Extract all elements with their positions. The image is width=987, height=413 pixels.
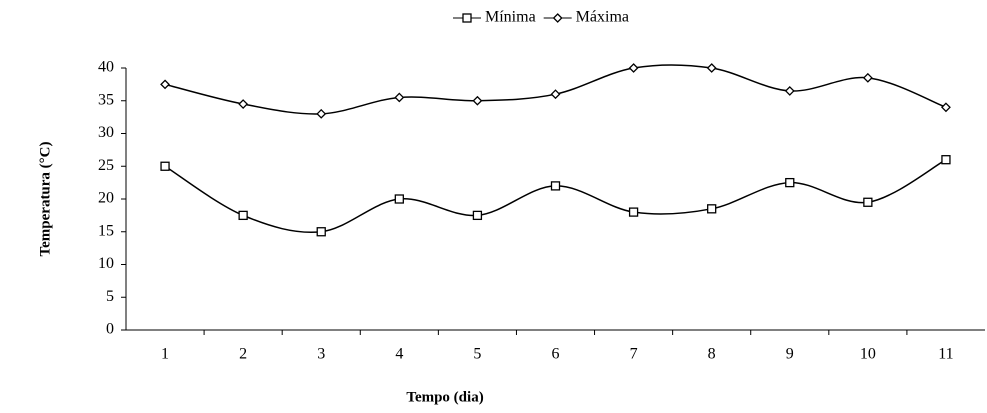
- point: [784, 86, 795, 96]
- point: [863, 197, 873, 207]
- point: [316, 108, 327, 119]
- point: [706, 63, 717, 73]
- point: [394, 92, 405, 103]
- x-tick-label: 9: [786, 346, 794, 363]
- series-line: [164, 64, 947, 115]
- y-tick-label: 15: [98, 222, 114, 239]
- y-tick-label: 5: [106, 288, 114, 305]
- point: [238, 210, 248, 221]
- point: [628, 63, 639, 73]
- point: [707, 204, 717, 214]
- y-tick-label: 25: [98, 157, 114, 174]
- x-tick-label: 4: [395, 346, 403, 363]
- x-tick-label: 3: [317, 346, 325, 363]
- series-line: [164, 159, 947, 233]
- point: [238, 99, 249, 109]
- point: [472, 95, 483, 106]
- y-tick-label: 10: [98, 255, 114, 272]
- y-tick-label: 20: [98, 190, 114, 207]
- legend-marker: [462, 13, 472, 23]
- x-tick-label: 11: [938, 346, 953, 363]
- legend-label: Mínima: [485, 9, 536, 26]
- point: [941, 155, 951, 165]
- point: [941, 102, 951, 113]
- point: [394, 194, 404, 204]
- x-tick-label: 5: [473, 346, 481, 363]
- x-tick-label: 10: [860, 346, 876, 363]
- y-tick-label: 35: [98, 91, 114, 108]
- y-tick-label: 0: [106, 321, 114, 338]
- point: [550, 181, 561, 191]
- legend-label: Máxima: [576, 9, 629, 26]
- y-tick-label: 40: [98, 59, 114, 76]
- x-tick-label: 6: [552, 346, 560, 363]
- y-axis-title: Temperatura (°C): [37, 141, 53, 256]
- point: [628, 207, 639, 217]
- x-tick-label: 7: [630, 346, 638, 363]
- x-tick-label: 2: [239, 346, 247, 363]
- x-tick-label: 1: [161, 346, 169, 363]
- y-tick-label: 30: [98, 124, 114, 141]
- point: [472, 210, 483, 221]
- legend-marker: [552, 13, 563, 23]
- point: [160, 79, 170, 90]
- point: [862, 72, 873, 83]
- point: [550, 89, 561, 100]
- x-axis-title: Tempo (dia): [406, 389, 483, 405]
- point: [785, 177, 795, 188]
- point: [160, 161, 170, 171]
- x-tick-label: 8: [708, 346, 716, 363]
- point: [316, 227, 326, 237]
